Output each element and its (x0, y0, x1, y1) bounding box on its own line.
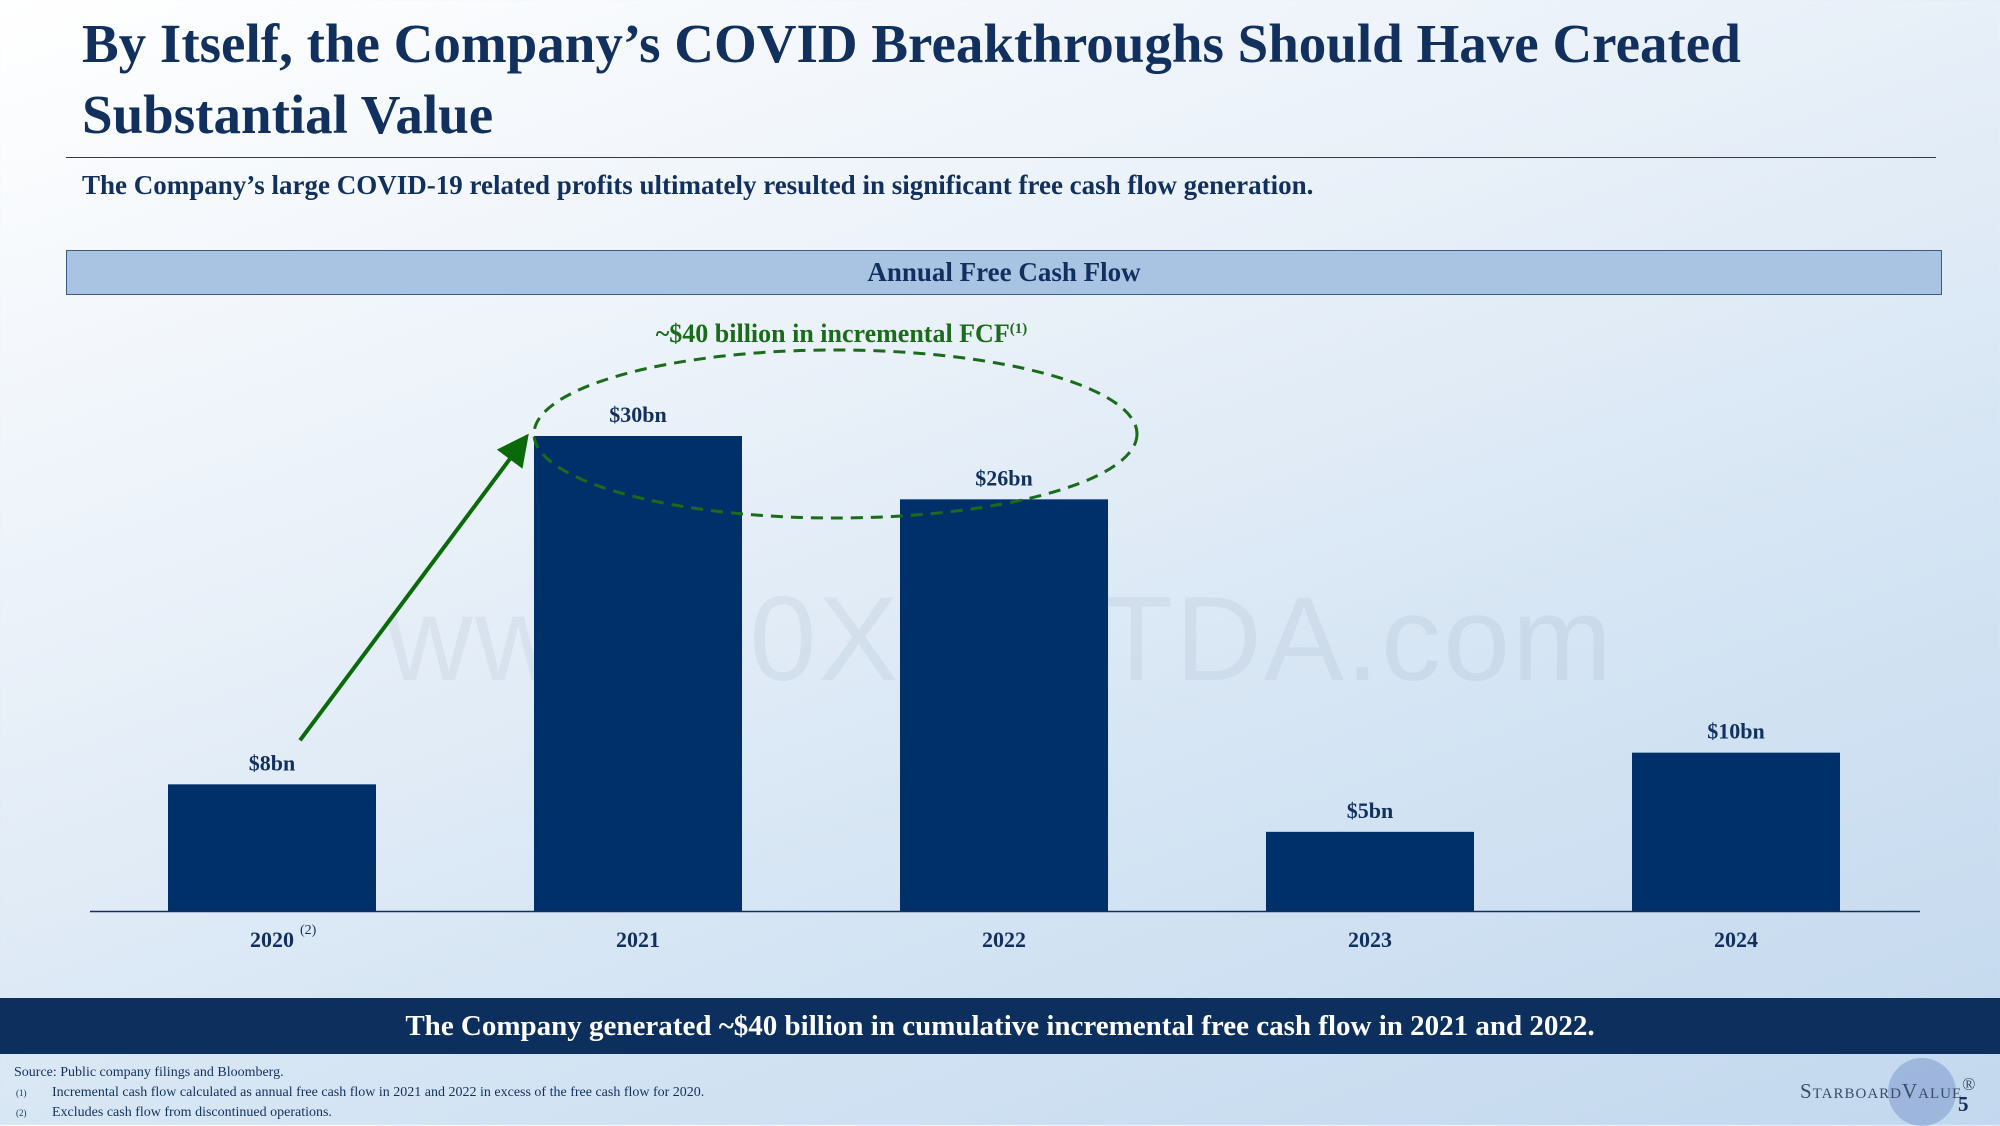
value-label-2024: $10bn (1707, 719, 1764, 744)
category-label-2021: 2021 (616, 927, 660, 952)
fcf-bar-chart: $8bn 2020 (2) $30bn 2021 $26bn 2022 $5bn 2023 $10… (90, 319, 1920, 952)
bar-2022 (900, 499, 1108, 911)
category-label-2024: 2024 (1714, 927, 1758, 952)
footnote-source: Source: Public company filings and Bloom… (14, 1065, 284, 1080)
annotation-superscript: (1) (1010, 321, 1028, 337)
footnote-1: (1) Incremental cash flow calculated as … (14, 1083, 704, 1103)
footnote-2-text: Excludes cash flow from discontinued ope… (52, 1105, 332, 1120)
footnote-2: (2) Excludes cash flow from discontinued… (14, 1103, 704, 1123)
highlight-ellipse (532, 348, 1139, 520)
footnote-1-text: Incremental cash flow calculated as annu… (52, 1085, 705, 1100)
chart-header: Annual Free Cash Flow (66, 250, 1942, 295)
summary-banner: The Company generated ~$40 billion in cu… (0, 998, 2000, 1054)
value-label-2020: $8bn (249, 750, 295, 775)
page-title: By Itself, the Company’s COVID Breakthro… (82, 13, 1741, 145)
value-label-2022: $26bn (975, 465, 1032, 490)
footnotes: Source: Public company filings and Bloom… (14, 1063, 704, 1123)
bar-2021 (534, 436, 742, 911)
logo-text: StarboardValue (1800, 1079, 1963, 1103)
starboard-value-logo: StarboardValue® (1800, 1074, 1976, 1104)
category-label-2020: 2020 (250, 927, 294, 952)
title-divider (66, 157, 1936, 158)
footnote-2-mark: (2) (16, 1108, 27, 1118)
bar-2023 (1266, 831, 1474, 911)
page-subtitle: The Company’s large COVID-19 related pro… (82, 170, 1314, 200)
category-label-2023: 2023 (1348, 927, 1392, 952)
page-number: 5 (1958, 1092, 1969, 1116)
logo-circle-icon (1888, 1058, 1956, 1126)
bar-2024 (1632, 752, 1840, 911)
footnote-1-mark: (1) (16, 1088, 27, 1098)
logo-registered-mark: ® (1962, 1074, 1977, 1094)
annotation-label: ~$40 billion in incremental FCF(1) (656, 319, 1027, 348)
growth-arrow (298, 433, 529, 742)
value-label-2021: $30bn (609, 402, 666, 427)
category-note-2020: (2) (300, 923, 317, 938)
value-label-2023: $5bn (1347, 798, 1393, 823)
category-label-2022: 2022 (982, 927, 1026, 952)
bar-2020 (168, 784, 376, 911)
